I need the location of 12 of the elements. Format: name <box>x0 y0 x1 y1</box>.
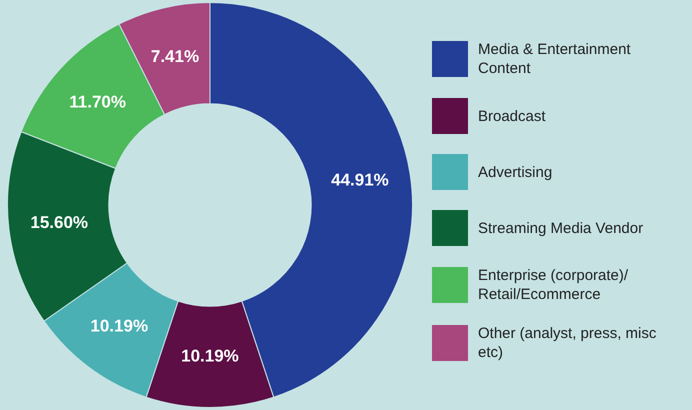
data-label: 10.19% <box>181 346 239 366</box>
data-label: 44.91% <box>331 170 389 190</box>
legend-label: Other (analyst, press, misc etc) <box>478 324 658 362</box>
legend-label: Media & Entertainment Content <box>478 40 632 78</box>
data-label: 15.60% <box>30 212 88 232</box>
legend-label: Streaming Media Vendor <box>478 218 644 238</box>
legend-label: Advertising <box>478 162 554 182</box>
data-label: 10.19% <box>90 316 148 336</box>
legend-label: Enterprise (corporate)/ Retail/Ecommerce <box>478 266 630 304</box>
data-label: 7.41% <box>150 46 200 66</box>
data-label: 11.70% <box>69 92 126 112</box>
legend-label: Broadcast <box>478 106 547 126</box>
